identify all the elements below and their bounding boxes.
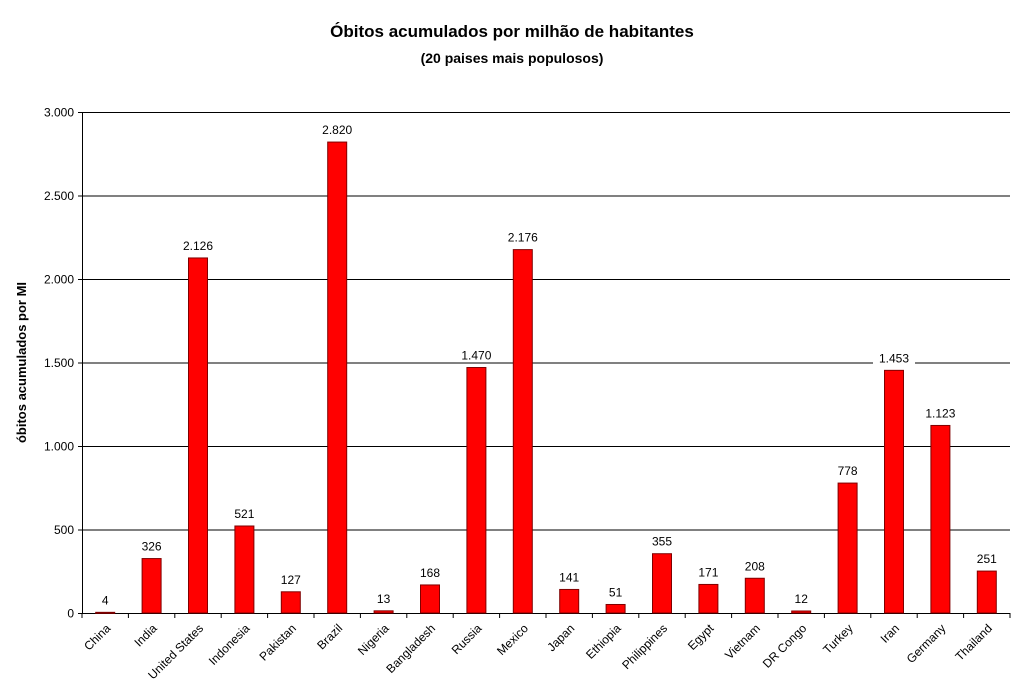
bar: [837, 482, 858, 614]
bar: [652, 553, 672, 614]
bar: [559, 588, 580, 614]
data-label-bg: [605, 584, 626, 600]
x-tick-label: Turkey: [820, 621, 856, 657]
data-label: 1.453: [879, 351, 909, 365]
data-label-bg: [316, 122, 359, 138]
data-label: 1.123: [925, 406, 955, 420]
data-label-bg: [791, 590, 812, 606]
data-label: 2.176: [508, 231, 538, 245]
x-tick-label: Iran: [878, 621, 903, 646]
data-label: 141: [559, 570, 579, 584]
data-label-bg: [919, 405, 962, 421]
y-tick-label: 1.500: [44, 356, 74, 370]
data-label-bg: [873, 350, 915, 366]
data-label: 355: [652, 535, 672, 549]
bar: [373, 610, 394, 614]
bar: [280, 591, 301, 614]
y-tick-label: 500: [54, 523, 74, 537]
data-label-bg: [177, 237, 219, 253]
y-tick-label: 3.000: [44, 106, 74, 120]
bar: [327, 141, 348, 614]
data-label-bg: [833, 463, 862, 479]
chart-title: Óbitos acumulados por milhão de habitant…: [330, 22, 694, 41]
y-tick-label: 2.000: [44, 273, 74, 287]
data-label-bg: [416, 564, 444, 580]
x-tick-label: Germany: [904, 621, 949, 666]
data-label-bg: [98, 592, 112, 608]
data-label-bg: [277, 571, 305, 587]
x-tick-label: Vietnam: [722, 621, 763, 662]
bar: [188, 257, 208, 614]
bar: [744, 577, 765, 614]
bar: [698, 583, 719, 614]
bar: [466, 367, 487, 614]
data-label-bg: [648, 533, 676, 549]
y-tick-label: 1.000: [44, 440, 74, 454]
data-label: 1.470: [461, 349, 491, 363]
y-tick-label: 2.500: [44, 189, 74, 203]
x-tick-label: India: [131, 621, 160, 650]
bar: [420, 584, 440, 614]
x-tick-label: DR Congo: [760, 621, 810, 671]
x-tick-label: China: [81, 621, 113, 653]
data-label: 208: [745, 559, 765, 573]
data-label-bg: [973, 551, 1001, 567]
data-label: 12: [795, 592, 809, 606]
data-label: 251: [977, 552, 997, 566]
data-label: 171: [698, 565, 718, 579]
bar: [930, 424, 951, 614]
data-label: 778: [838, 464, 858, 478]
data-label-bg: [501, 229, 544, 245]
data-label-bg: [455, 347, 498, 363]
data-label-bg: [230, 505, 259, 521]
data-label: 2.820: [322, 123, 352, 137]
data-label-bg: [555, 569, 583, 585]
data-label: 168: [420, 566, 440, 580]
data-label-bg: [373, 590, 394, 606]
x-tick-label: Thailand: [952, 621, 994, 663]
data-label: 51: [609, 585, 623, 599]
bar: [976, 570, 997, 614]
bar: [512, 249, 533, 614]
x-tick-label: Mexico: [494, 621, 531, 658]
x-tick-label: Nigeria: [355, 621, 392, 658]
bar: [95, 611, 116, 614]
data-label: 326: [142, 540, 162, 554]
x-tick-label: Philippines: [619, 621, 670, 672]
x-tick-label: Pakistan: [256, 621, 298, 663]
x-tick-label: Ethiopia: [583, 621, 624, 662]
bar: [605, 603, 626, 614]
y-axis-label: óbitos acumulados por MI: [14, 282, 29, 443]
data-label-bg: [694, 564, 723, 580]
chart-subtitle: (20 paises mais populosos): [420, 50, 604, 66]
x-tick-label: Egypt: [685, 621, 717, 653]
bar: [234, 525, 255, 614]
data-label: 4: [102, 593, 109, 607]
data-label: 521: [234, 507, 254, 521]
data-label: 2.126: [183, 239, 213, 253]
data-label: 13: [377, 592, 391, 606]
x-tick-label: Japan: [544, 621, 577, 654]
y-tick-label: 0: [67, 607, 74, 621]
x-tick-label: Bangladesh: [383, 621, 438, 676]
data-label-bg: [741, 558, 769, 574]
bar: [884, 369, 904, 614]
data-label: 127: [281, 573, 301, 587]
x-tick-label: Brazil: [314, 621, 345, 652]
x-tick-label: Russia: [449, 621, 485, 657]
data-label-bg: [137, 538, 166, 554]
bar: [791, 610, 812, 614]
bar: [141, 558, 162, 614]
x-tick-label: Indonesia: [206, 621, 253, 668]
